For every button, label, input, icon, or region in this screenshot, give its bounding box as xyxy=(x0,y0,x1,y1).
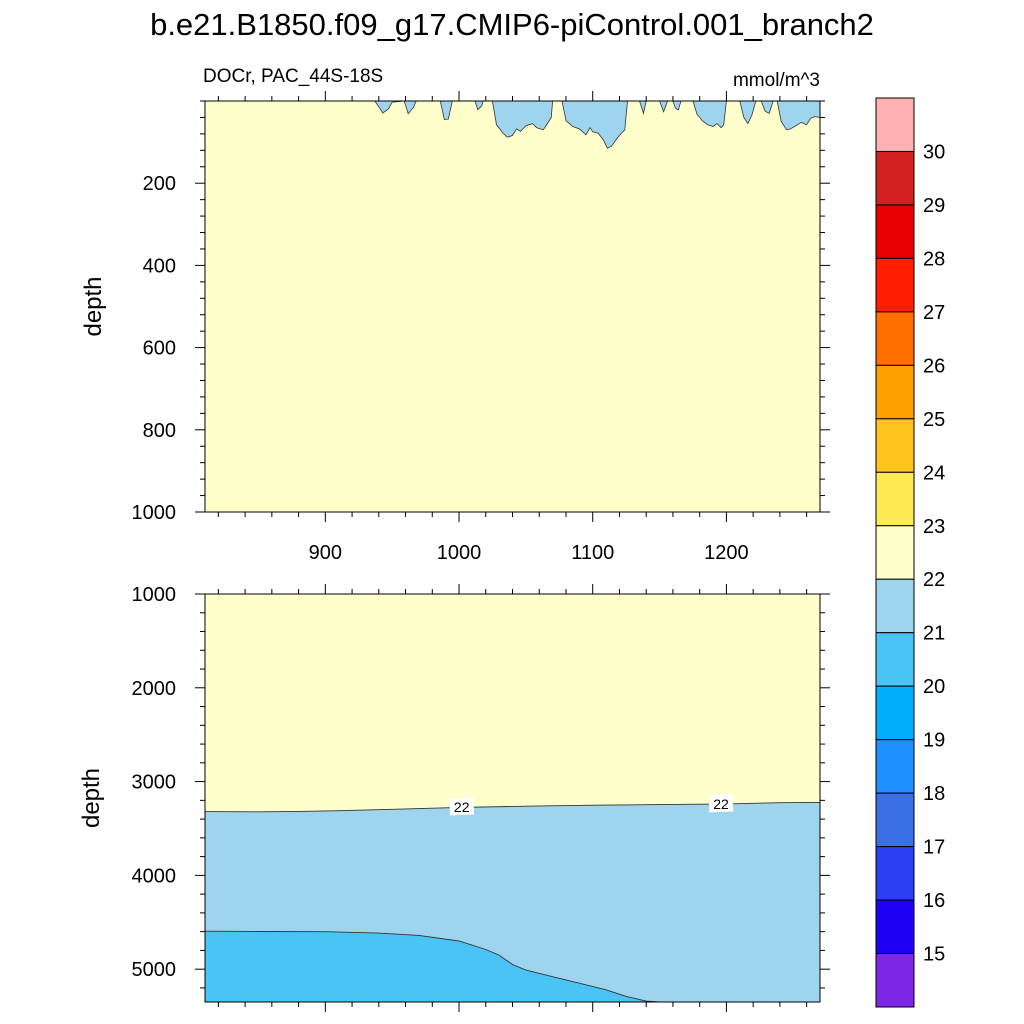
y-tick-label: 3000 xyxy=(132,772,177,794)
contour-label-box xyxy=(449,797,474,816)
colorbar-box xyxy=(875,953,915,1008)
y-axis-label-upper: depth xyxy=(80,276,107,336)
region-level-21-22 xyxy=(374,100,821,149)
x-tick-label: 1200 xyxy=(704,542,749,564)
colorbar-box xyxy=(875,471,915,527)
y-tick-label: 1000 xyxy=(132,584,177,606)
y-tick-label: 600 xyxy=(143,338,176,360)
contour-label: 22 xyxy=(454,799,470,815)
contour-line-22 xyxy=(204,801,821,813)
colorbar-label: 24 xyxy=(923,462,945,484)
y-tick-label: 2000 xyxy=(132,678,177,700)
colorbar-box xyxy=(875,257,915,313)
x-tick-label: 900 xyxy=(309,542,342,564)
colorbar-box xyxy=(875,792,915,848)
colorbar-box xyxy=(875,204,915,259)
colorbar-box xyxy=(875,578,915,634)
contour-label-box xyxy=(708,794,734,813)
colorbar-box xyxy=(875,739,915,794)
y-tick-label: 1000 xyxy=(132,502,177,524)
colorbar-box xyxy=(875,150,915,206)
colorbar-label: 22 xyxy=(923,569,945,591)
contour-line-21 xyxy=(204,930,660,1003)
colorbar-label: 17 xyxy=(923,837,945,859)
y-tick-label: 5000 xyxy=(132,959,177,981)
colorbar-box xyxy=(875,364,915,420)
colorbar-label: 28 xyxy=(923,248,945,270)
colorbar-box xyxy=(875,846,915,901)
chart-units: mmol/m^3 xyxy=(733,70,820,91)
colorbar-box xyxy=(875,632,915,687)
y-tick-label: 4000 xyxy=(132,865,177,887)
y-tick-label: 200 xyxy=(143,173,176,195)
colorbar-box xyxy=(875,311,915,366)
colorbar-box xyxy=(875,525,915,580)
colorbar-label: 19 xyxy=(923,730,945,752)
x-tick-label: 1100 xyxy=(571,542,614,564)
x-tick-label: 1000 xyxy=(437,542,482,564)
colorbar-label: 26 xyxy=(923,355,945,377)
colorbar-label: 30 xyxy=(923,141,945,163)
colorbar-label: 15 xyxy=(923,944,945,966)
colorbar: 15 16 17 18 19 20 21 22 23 24 25 26 27 28 29 30 xyxy=(875,97,945,1008)
colorbar-box xyxy=(875,97,915,152)
colorbar-label: 23 xyxy=(923,516,945,538)
colorbar-box xyxy=(875,685,915,741)
colorbar-box xyxy=(875,418,915,473)
lower-panel: 22 22 1000 2000 3000 4000 5000 xyxy=(132,584,830,1012)
chart-title: b.e21.B1850.f09_g17.CMIP6-piControl.001_… xyxy=(150,7,874,42)
colorbar-label: 29 xyxy=(923,195,945,217)
colorbar-label: 27 xyxy=(923,302,945,324)
colorbar-label: 16 xyxy=(923,890,945,912)
region-level-22-23 xyxy=(205,101,820,512)
region-level-20-21 xyxy=(205,931,660,1002)
region-level-22-23 xyxy=(205,594,820,812)
y-axis-label-lower: depth xyxy=(78,768,105,828)
colorbar-label: 18 xyxy=(923,783,945,805)
colorbar-label: 20 xyxy=(923,676,945,698)
upper-panel: 200 400 600 800 1000 900 1000 1100 1200 xyxy=(132,91,830,564)
colorbar-label: 21 xyxy=(923,623,945,645)
y-tick-label: 800 xyxy=(143,420,176,442)
y-tick-label: 400 xyxy=(143,255,176,277)
colorbar-label: 25 xyxy=(923,409,945,431)
contour-label: 22 xyxy=(713,796,729,812)
colorbar-box xyxy=(875,899,915,955)
chart-subtitle-left: DOCr, PAC_44S-18S xyxy=(203,66,383,87)
